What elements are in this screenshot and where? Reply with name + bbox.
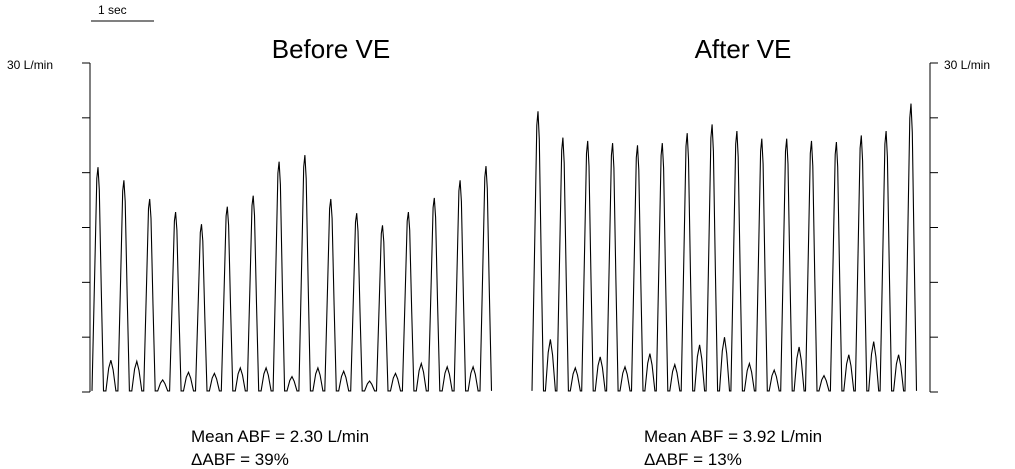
- flow-trace-after: [531, 103, 918, 392]
- mean-abf-before: Mean ABF = 2.30 L/min: [191, 427, 369, 446]
- delta-abf-after: ΔABF = 13%: [644, 450, 742, 469]
- panel-before: Before VE 30 L/min Mean ABF = 2.30 L/min…: [7, 34, 493, 469]
- y-ticks-after: [930, 62, 938, 393]
- panel-title-before: Before VE: [272, 34, 391, 64]
- y-ticks-before: [82, 62, 90, 393]
- delta-abf-before: ΔABF = 39%: [191, 450, 289, 469]
- mean-abf-after: Mean ABF = 3.92 L/min: [644, 427, 822, 446]
- scale-bar-label: 1 sec: [98, 3, 127, 17]
- y-max-label-after: 30 L/min: [944, 58, 990, 72]
- panel-title-after: After VE: [695, 34, 792, 64]
- y-max-label-before: 30 L/min: [7, 58, 53, 72]
- flow-trace-before: [91, 155, 493, 392]
- panel-after: After VE 30 L/min Mean ABF = 3.92 L/min …: [531, 34, 990, 469]
